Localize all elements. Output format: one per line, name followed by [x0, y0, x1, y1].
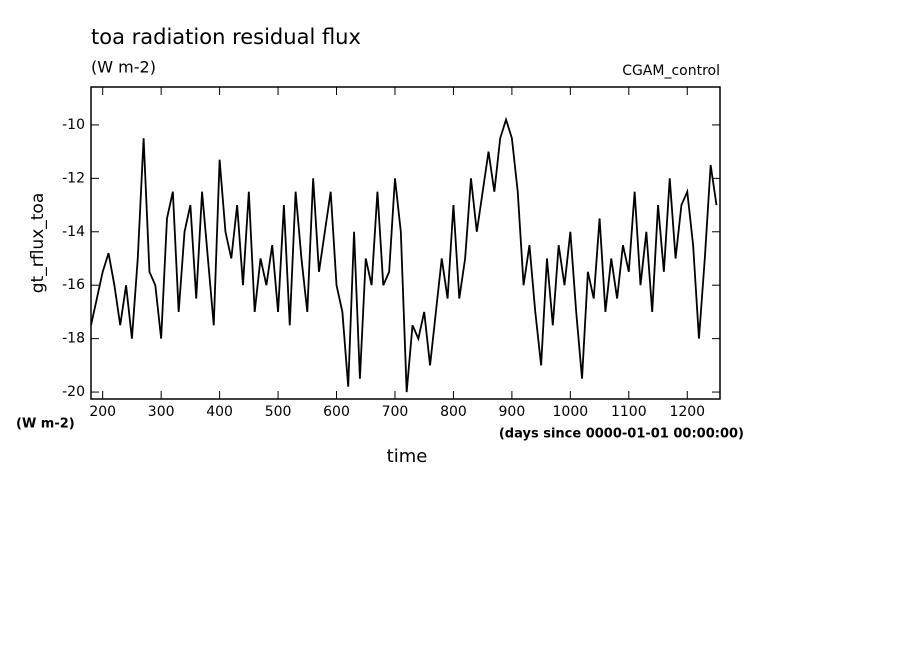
x-tick-label: 400	[206, 404, 233, 420]
chart-title: toa radiation residual flux	[91, 25, 361, 49]
x-tick-label: 200	[89, 404, 116, 420]
x-tick-label: 800	[440, 404, 467, 420]
x-tick-label: 1000	[553, 404, 589, 420]
x-tick-label: 300	[148, 404, 175, 420]
x-tick-label: 600	[323, 404, 350, 420]
x-units: (days since 0000-01-01 00:00:00)	[499, 427, 744, 442]
x-tick-label: 700	[382, 404, 409, 420]
y-tick-label: -10	[62, 117, 85, 133]
x-tick-label: 500	[265, 404, 292, 420]
units: (W m-2)	[91, 58, 156, 77]
y-axis-label: gt_rflux_toa	[28, 193, 48, 293]
y-tick-label: -20	[62, 384, 85, 400]
x-axis-label: time	[387, 446, 428, 467]
plot-frame	[90, 86, 721, 400]
y-tick-label: -18	[62, 331, 85, 347]
x-tick-label: 1100	[611, 404, 647, 420]
y-tick-label: -14	[62, 224, 85, 240]
y-tick-label: -16	[62, 277, 85, 293]
x-tick-label: 900	[499, 404, 526, 420]
x-tick-label: 1200	[669, 404, 705, 420]
y-tick-label: -12	[62, 170, 85, 186]
y-units: (W m-2)	[16, 417, 75, 432]
run-label: CGAM_control	[622, 63, 720, 79]
data-line	[90, 116, 718, 393]
